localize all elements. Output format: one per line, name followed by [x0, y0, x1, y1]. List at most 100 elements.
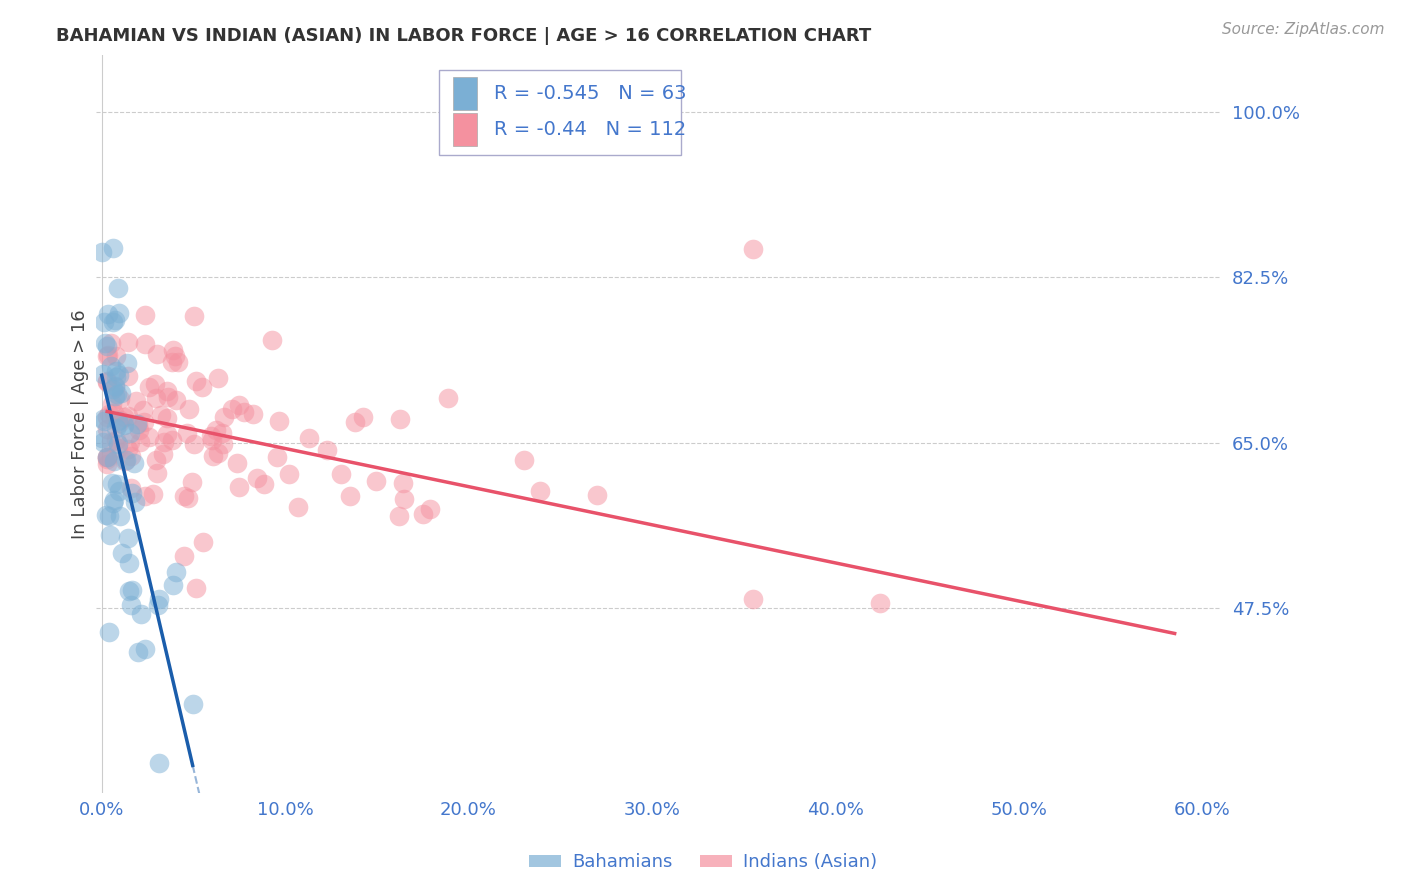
Point [183, 437, 205, 451]
Point [105, 421, 128, 435]
Point [436, 392, 458, 406]
Point [138, 379, 160, 393]
Point [214, 409, 236, 424]
FancyBboxPatch shape [453, 112, 477, 146]
Point [93, 414, 115, 428]
Point [101, 496, 124, 510]
Point [148, 756, 170, 770]
Point [125, 417, 148, 431]
Point [388, 412, 411, 426]
Point [122, 456, 145, 470]
Point [155, 823, 177, 838]
Point [339, 489, 361, 503]
Point [184, 374, 207, 388]
Point [117, 369, 139, 384]
Point [167, 355, 190, 369]
Point [103, 405, 125, 419]
Point [266, 450, 288, 465]
Point [212, 436, 235, 450]
Point [112, 410, 135, 425]
Point [117, 409, 139, 423]
Point [107, 441, 129, 455]
Point [242, 408, 264, 422]
Point [117, 531, 139, 545]
Point [391, 475, 413, 490]
Point [94, 335, 117, 350]
Point [134, 489, 156, 503]
Point [120, 598, 142, 612]
Point [97, 307, 120, 321]
Point [165, 566, 187, 580]
Point [277, 467, 299, 481]
Point [121, 582, 143, 597]
Point [108, 483, 131, 498]
Point [110, 385, 132, 400]
Point [146, 346, 169, 360]
Point [124, 495, 146, 509]
Point [91, 434, 114, 449]
Point [96, 375, 118, 389]
Point [145, 453, 167, 467]
Point [160, 355, 183, 369]
Point [96, 374, 118, 388]
Point [114, 453, 136, 467]
Point [114, 454, 136, 468]
Point [204, 423, 226, 437]
Point [202, 449, 225, 463]
Point [132, 403, 155, 417]
Point [93, 315, 115, 329]
Point [107, 414, 129, 428]
Point [287, 500, 309, 514]
Point [91, 245, 114, 260]
Point [121, 485, 143, 500]
Point [96, 410, 118, 425]
Point [96, 450, 118, 464]
Point [741, 591, 763, 606]
Point [228, 399, 250, 413]
Point [177, 491, 200, 506]
Point [181, 698, 204, 712]
Point [146, 598, 169, 612]
Point [96, 457, 118, 471]
Point [134, 308, 156, 322]
Point [364, 475, 387, 489]
Point [100, 435, 122, 450]
Point [100, 359, 122, 373]
Point [127, 417, 149, 431]
Point [118, 434, 141, 449]
Point [162, 343, 184, 357]
FancyBboxPatch shape [439, 70, 681, 154]
Point [529, 483, 551, 498]
Text: Source: ZipAtlas.com: Source: ZipAtlas.com [1222, 22, 1385, 37]
Point [207, 446, 229, 460]
Point [173, 549, 195, 563]
Point [97, 407, 120, 421]
Point [118, 556, 141, 570]
Point [120, 425, 142, 440]
Point [156, 411, 179, 425]
Point [101, 315, 124, 329]
Point [105, 369, 128, 384]
Point [127, 645, 149, 659]
Point [96, 452, 118, 467]
Point [253, 477, 276, 491]
Point [108, 508, 131, 523]
Point [118, 584, 141, 599]
Point [108, 306, 131, 320]
Point [298, 431, 321, 445]
Point [211, 426, 233, 441]
Point [316, 443, 339, 458]
Point [105, 364, 128, 378]
Point [101, 382, 124, 396]
Point [201, 434, 224, 448]
Point [179, 402, 201, 417]
Point [134, 337, 156, 351]
Point [105, 476, 128, 491]
Point [104, 350, 127, 364]
Point [388, 508, 411, 523]
Point [103, 492, 125, 507]
Point [419, 501, 441, 516]
Text: R = -0.545   N = 63: R = -0.545 N = 63 [494, 85, 686, 103]
Point [100, 335, 122, 350]
Point [93, 411, 115, 425]
